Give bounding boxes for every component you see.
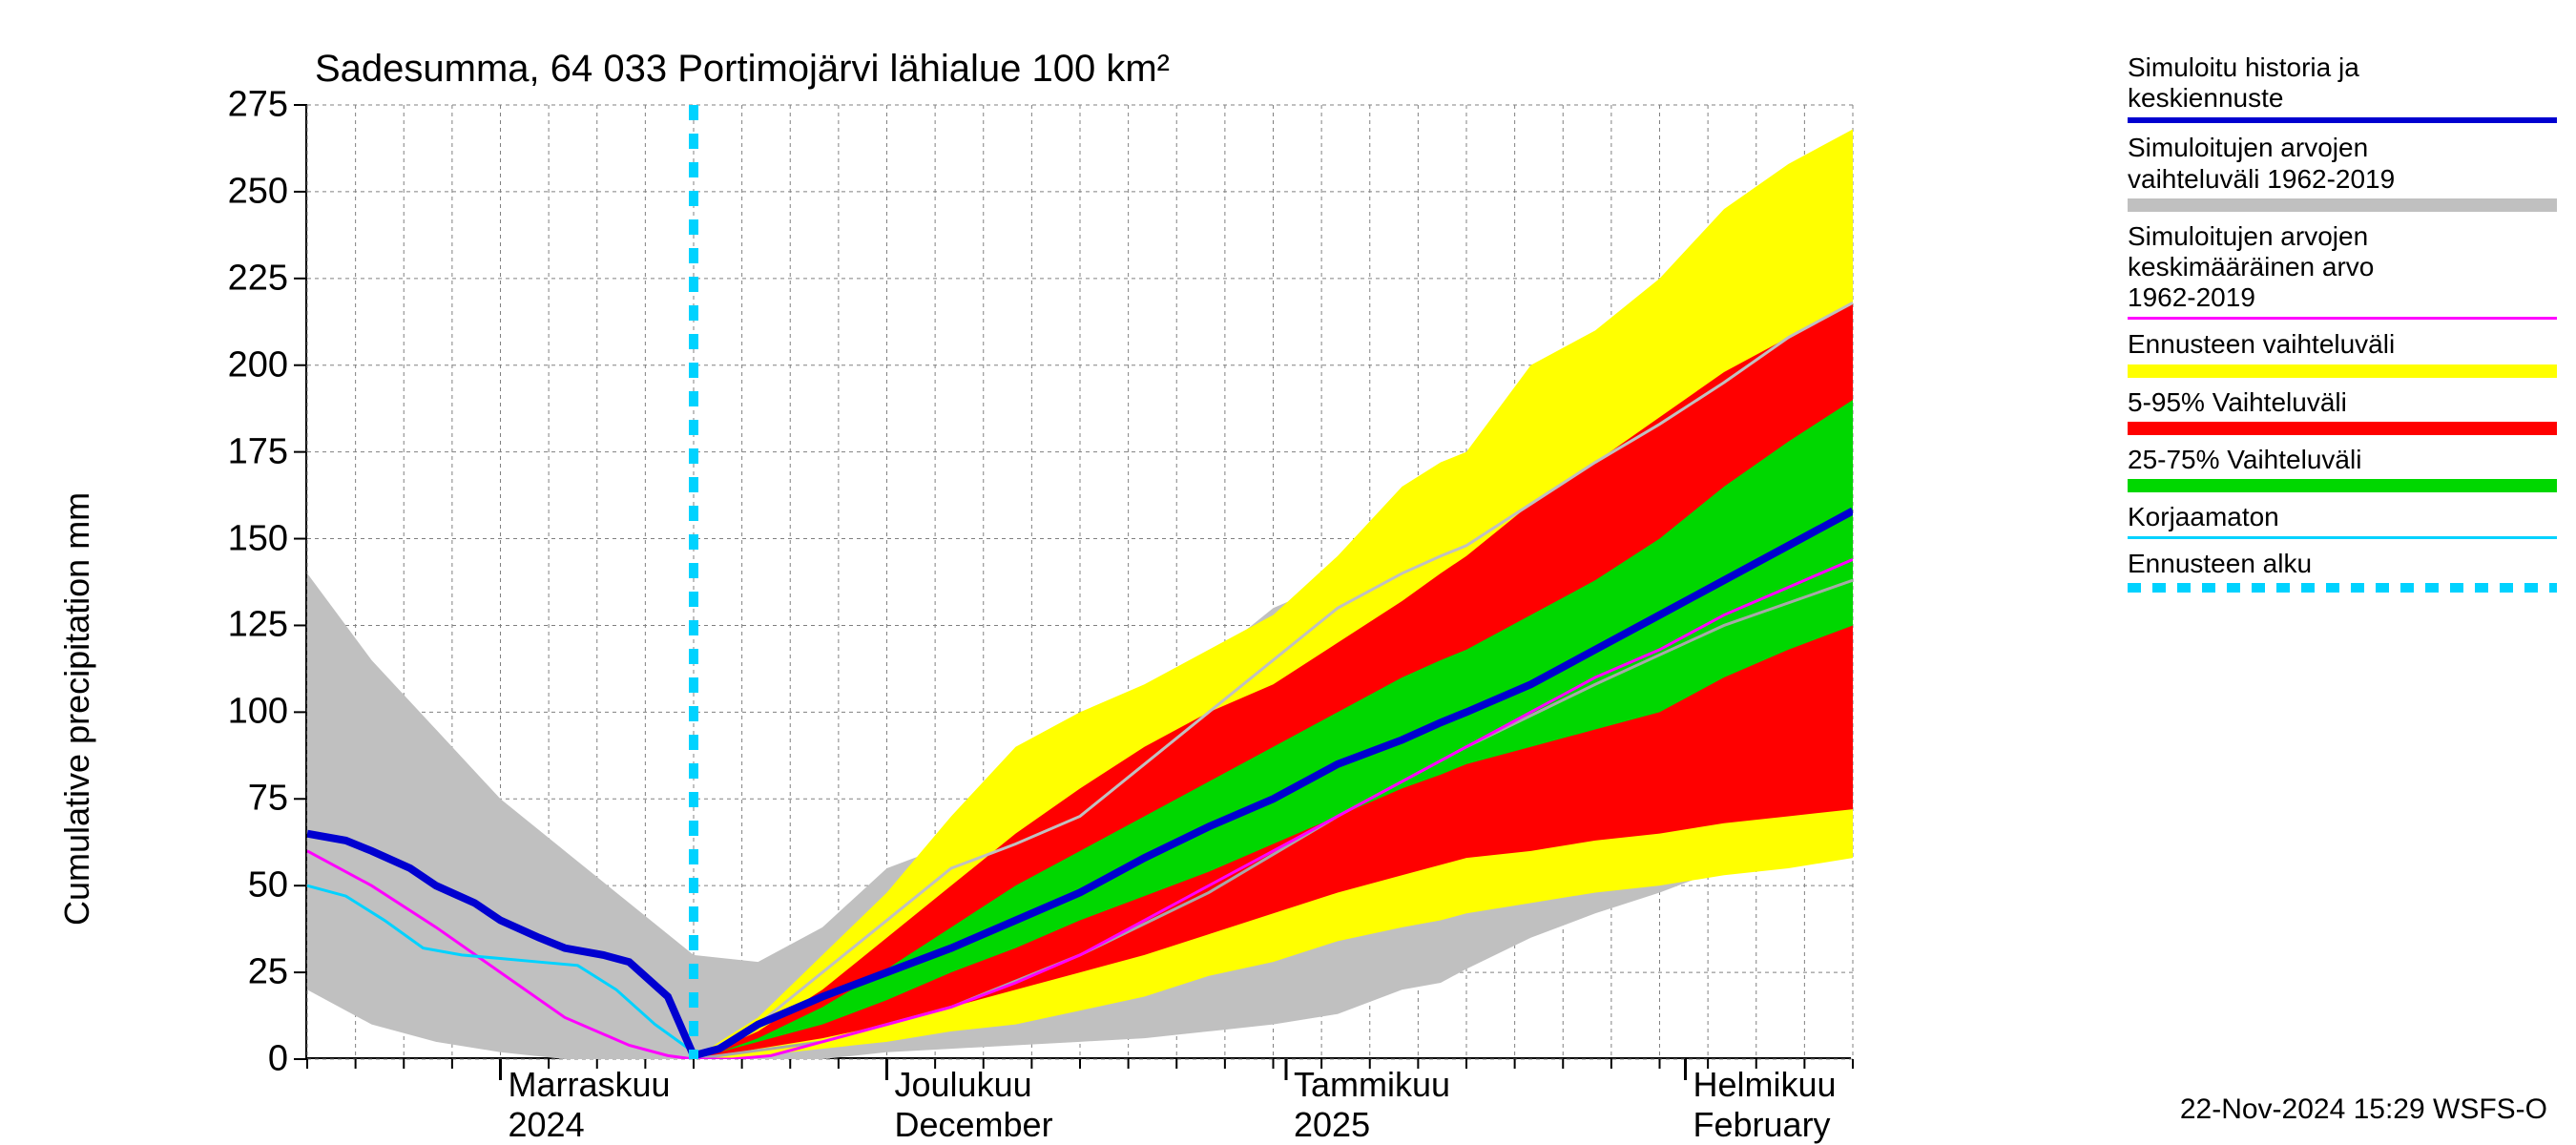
legend-item: Simuloitujen arvojen vaihteluväli 1962-2… [2128, 133, 2557, 211]
legend-swatch [2128, 583, 2557, 593]
y-tick-label: 75 [248, 779, 307, 820]
y-axis-label: Cumulative precipitation mm [57, 492, 97, 926]
x-tick-label: HelmikuuFebruary [1693, 1057, 1837, 1145]
legend-label: 5-95% Vaihteluväli [2128, 387, 2557, 418]
legend-label: Simuloitu historia ja keskiennuste [2128, 52, 2557, 114]
x-tick-label: Tammikuu2025 [1294, 1057, 1450, 1145]
legend-label: 25-75% Vaihteluväli [2128, 445, 2557, 475]
legend-swatch [2128, 479, 2557, 492]
legend-swatch [2128, 364, 2557, 378]
y-tick-label: 150 [228, 518, 307, 559]
legend: Simuloitu historia ja keskiennuste Simulo… [2128, 52, 2557, 602]
y-tick-label: 50 [248, 865, 307, 906]
legend-item: Ennusteen vaihteluväli [2128, 329, 2557, 377]
y-tick-label: 275 [228, 85, 307, 126]
legend-label: Korjaamaton [2128, 502, 2557, 532]
y-tick-label: 0 [268, 1039, 307, 1080]
y-tick-label: 25 [248, 952, 307, 993]
legend-label: Ennusteen alku [2128, 549, 2557, 579]
y-tick-label: 125 [228, 605, 307, 646]
legend-item: 5-95% Vaihteluväli [2128, 387, 2557, 435]
legend-item: Ennusteen alku [2128, 549, 2557, 593]
y-tick-label: 100 [228, 692, 307, 733]
legend-swatch [2128, 317, 2557, 320]
legend-label: Simuloitujen arvojen keskimääräinen arvo… [2128, 221, 2557, 314]
y-tick-label: 250 [228, 171, 307, 212]
legend-item: 25-75% Vaihteluväli [2128, 445, 2557, 492]
y-tick-label: 225 [228, 258, 307, 299]
legend-label: Ennusteen vaihteluväli [2128, 329, 2557, 360]
plot-area: 0255075100125150175200225250275Marraskuu… [305, 105, 1851, 1059]
legend-label: Simuloitujen arvojen vaihteluväli 1962-2… [2128, 133, 2557, 194]
legend-swatch [2128, 198, 2557, 212]
legend-item: Simuloitu historia ja keskiennuste [2128, 52, 2557, 123]
legend-swatch [2128, 536, 2557, 539]
legend-item: Korjaamaton [2128, 502, 2557, 539]
y-tick-label: 200 [228, 344, 307, 385]
chart-page: Sadesumma, 64 033 Portimojärvi lähialue … [0, 0, 2576, 1145]
legend-item: Simuloitujen arvojen keskimääräinen arvo… [2128, 221, 2557, 321]
chart-title: Sadesumma, 64 033 Portimojärvi lähialue … [315, 48, 1170, 91]
x-tick-label: Marraskuu2024 [509, 1057, 671, 1145]
footer-timestamp: 22-Nov-2024 15:29 WSFS-O [2180, 1093, 2547, 1126]
legend-swatch [2128, 117, 2557, 123]
x-tick-label: JoulukuuDecember [895, 1057, 1053, 1145]
legend-swatch [2128, 422, 2557, 435]
y-tick-label: 175 [228, 431, 307, 472]
